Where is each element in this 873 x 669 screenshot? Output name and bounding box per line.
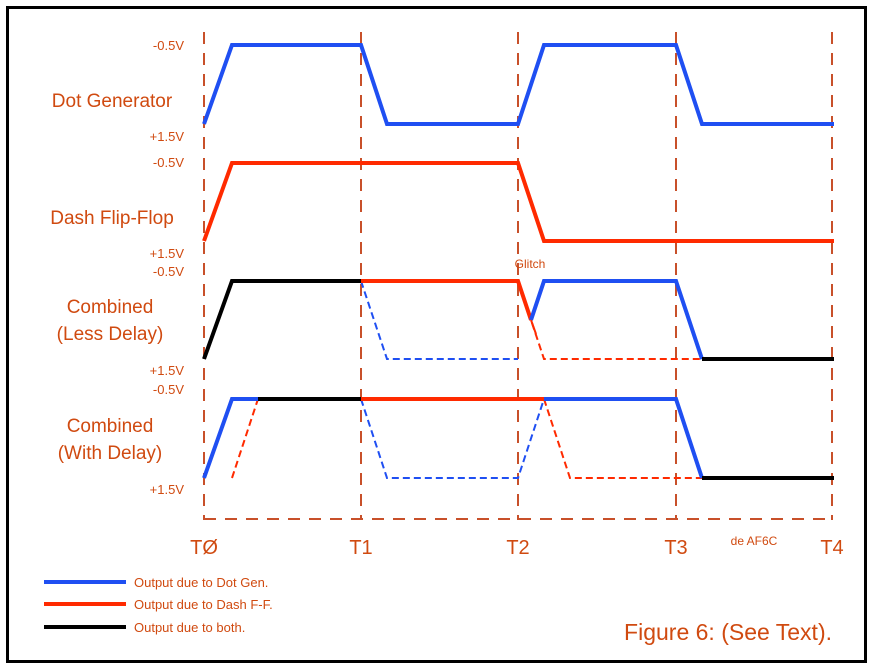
row2-name: Dash Flip-Flop: [50, 208, 174, 229]
row1-name: Dot Generator: [52, 91, 173, 112]
dot-segment-2: [544, 397, 704, 479]
row-labels: -0.5V Dot Generator +1.5V -0.5V Dash Fli…: [50, 38, 545, 497]
both-segment-start: [202, 279, 361, 360]
dot-wave: [202, 43, 834, 126]
row4-name-line1: Combined: [67, 416, 154, 437]
row4-name-line2: (With Delay): [58, 443, 163, 464]
time-label-t4: T4: [820, 537, 843, 559]
dash-dashed-delay-start: [231, 398, 259, 479]
glitch-annotation: Glitch: [515, 257, 546, 271]
time-label-t3: T3: [664, 537, 687, 559]
legend-label-both: Output due to both.: [134, 620, 245, 635]
row2-bottom-voltage: +1.5V: [150, 246, 185, 261]
dot-dashed-trace-2: [360, 398, 545, 479]
row3-name-line2: (Less Delay): [57, 324, 164, 345]
credit-label: de AF6C: [731, 534, 778, 548]
row1-top-voltage: -0.5V: [153, 38, 184, 53]
figure-frame: [6, 6, 867, 663]
waveform-combined-less-delay: [202, 279, 834, 361]
dot-segment-start: [202, 397, 258, 479]
dash-wave: [202, 161, 834, 243]
row3-name-line1: Combined: [67, 297, 154, 318]
figure-caption: Figure 6: (See Text).: [624, 619, 832, 645]
dot-dashed-trace: [360, 280, 518, 360]
legend-label-dash: Output due to Dash F-F.: [134, 597, 273, 612]
time-markers: [203, 32, 833, 520]
dash-dashed-trace: [517, 280, 702, 360]
row1-bottom-voltage: +1.5V: [150, 129, 185, 144]
glitch-dip: [530, 319, 537, 335]
waveform-dash-flipflop: [202, 161, 834, 243]
legend: Output due to Dot Gen. Output due to Das…: [44, 575, 273, 635]
row4-top-voltage: -0.5V: [153, 382, 184, 397]
waveform-dot-generator: [202, 43, 834, 126]
row4-bottom-voltage: +1.5V: [150, 482, 185, 497]
row2-top-voltage: -0.5V: [153, 155, 184, 170]
legend-label-dot: Output due to Dot Gen.: [134, 575, 268, 590]
row3-top-voltage: -0.5V: [153, 264, 184, 279]
dash-dashed-trace-2: [543, 398, 702, 479]
row3-bottom-voltage: +1.5V: [150, 363, 185, 378]
dot-segment: [529, 279, 704, 360]
waveform-combined-with-delay: [202, 397, 834, 480]
dash-segment: [361, 279, 533, 321]
time-label-t1: T1: [349, 537, 372, 559]
time-labels: TØ T1 T2 T3 T4: [190, 537, 844, 559]
time-label-t2: T2: [506, 537, 529, 559]
time-label-t0: TØ: [190, 537, 218, 559]
